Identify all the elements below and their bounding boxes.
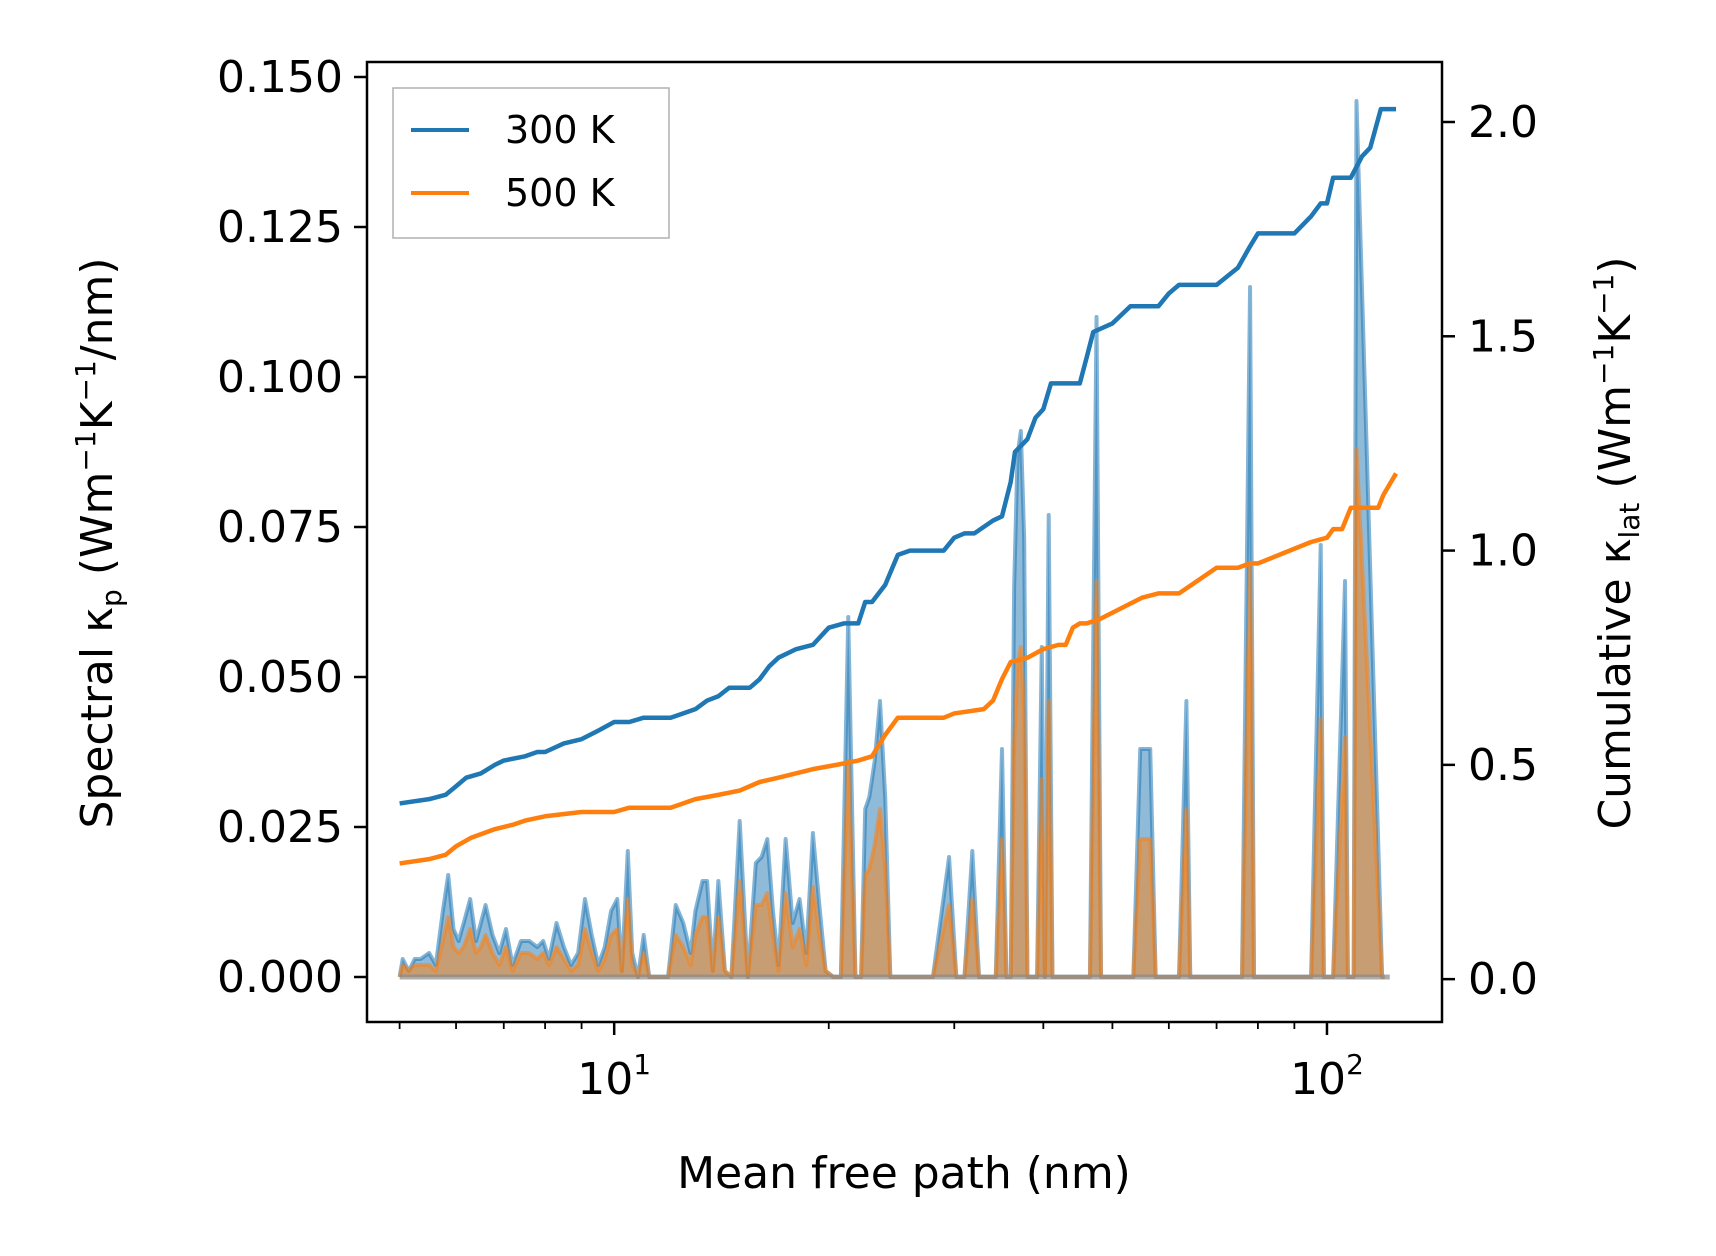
x-tick-label: 101	[577, 1048, 651, 1105]
x-tick-base: 10	[1290, 1054, 1346, 1105]
cumulative-series-layer	[399, 106, 1398, 866]
left-y-tick-label: 0.125	[217, 202, 343, 253]
right-y-axis-title: Cumulative κlat (Wm−1K−1)	[1587, 256, 1646, 829]
x-tick-base: 10	[577, 1054, 633, 1105]
spectral-area-500k	[399, 449, 1385, 977]
legend-label-300k: 300 K	[505, 108, 616, 152]
svg-text:Spectral κp (Wm−1K−1/nm): Spectral κp (Wm−1K−1/nm)	[69, 257, 128, 828]
left-ylabel-pre: (Wm	[72, 472, 123, 590]
right-ylabel-sub: lat	[1613, 503, 1646, 539]
right-ylabel-mid: K	[1590, 314, 1641, 344]
left-y-tick-label: 0.050	[217, 652, 343, 703]
legend-label-500k: 500 K	[505, 171, 616, 215]
right-ylabel-post: )	[1590, 256, 1641, 273]
left-y-tick-label: 0.075	[217, 502, 343, 553]
svg-text:Cumulative κlat (Wm−1K−1): Cumulative κlat (Wm−1K−1)	[1587, 256, 1646, 829]
left-ylabel-post: /nm)	[72, 257, 123, 360]
left-y-tick-label: 0.000	[217, 952, 343, 1003]
right-ylabel-pre: (Wm	[1590, 385, 1641, 503]
right-y-tick-label: 1.0	[1468, 526, 1538, 577]
spectral-series-layer	[397, 99, 1390, 980]
x-axis-title: Mean free path (nm)	[677, 1148, 1131, 1199]
right-y-tick-label: 2.0	[1468, 97, 1538, 148]
right-y-tick-label: 0.0	[1468, 954, 1538, 1005]
left-y-axis-title: Spectral κp (Wm−1K−1/nm)	[69, 257, 128, 828]
cumulative-line-300k	[399, 106, 1397, 806]
right-y-tick-label: 1.5	[1468, 311, 1538, 362]
cumulative-line-500k	[399, 472, 1398, 866]
right-ylabel-sup2: −1	[1587, 274, 1620, 315]
legend-box	[392, 87, 670, 239]
left-y-tick-label: 0.025	[217, 802, 343, 853]
left-ylabel-mid: K	[72, 400, 123, 430]
right-ylabel-sup1: −1	[1587, 344, 1620, 385]
right-y-tick-label: 0.5	[1468, 740, 1538, 791]
left-ylabel-sup1: −1	[69, 430, 102, 471]
left-y-tick-label: 0.100	[217, 352, 343, 403]
left-y-tick-label: 0.150	[217, 52, 343, 103]
left-ylabel-main: Spectral κ	[72, 607, 123, 829]
left-ylabel-sub: p	[95, 589, 128, 607]
spectral-line-500k	[397, 447, 1385, 979]
legend: 300 K 500 K	[392, 87, 670, 239]
left-ylabel-sup2: −1	[69, 360, 102, 401]
plot-frame	[365, 60, 1444, 1024]
x-tick-exponent: 1	[633, 1048, 651, 1081]
x-tick-exponent: 2	[1346, 1048, 1364, 1081]
ticks-layer: 0.000 0.025 0.050 0.075 0.100 0.125 0.150 0.0 0.…	[217, 52, 1538, 1105]
right-ylabel-main: Cumulative κ	[1590, 538, 1641, 829]
x-tick-label: 102	[1290, 1048, 1364, 1105]
